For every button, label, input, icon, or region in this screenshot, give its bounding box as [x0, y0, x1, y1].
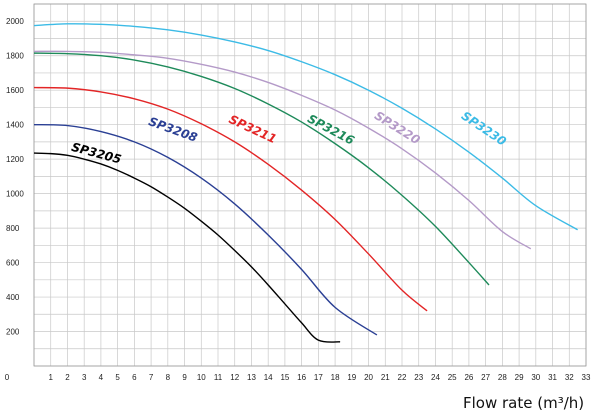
x-tick-label: 30: [531, 373, 540, 382]
x-tick-label: 1: [49, 373, 54, 382]
plot-area-border: [33, 3, 587, 367]
chart-grid: [33, 3, 587, 367]
y-tick-label: 400: [6, 293, 20, 302]
x-axis-label: Flow rate (m³/h): [463, 394, 584, 412]
x-tick-label: 33: [582, 373, 591, 382]
x-tick-label: 16: [297, 373, 306, 382]
series-line-sp3230: [33, 23, 578, 231]
y-tick-label: 1400: [6, 121, 24, 130]
x-tick-label: 12: [230, 373, 239, 382]
y-tick-label: 200: [6, 328, 20, 337]
x-tick-label: 3: [82, 373, 87, 382]
x-tick-label: 20: [364, 373, 373, 382]
x-tick-label: 10: [197, 373, 206, 382]
series-lines: [33, 23, 578, 343]
x-tick-label: 31: [548, 373, 557, 382]
series-line-sp3211: [33, 86, 428, 312]
y-tick-label: 2000: [6, 17, 24, 26]
x-tick-label: 18: [331, 373, 340, 382]
x-tick-label: 29: [515, 373, 524, 382]
y-tick-label: 1200: [6, 155, 24, 164]
y-tick-label: 1800: [6, 52, 24, 61]
x-tick-label: 19: [347, 373, 356, 382]
x-tick-label: 24: [431, 373, 440, 382]
x-tick-label: 22: [398, 373, 407, 382]
x-tick-label: 11: [214, 373, 223, 382]
x-axis-ticks: 0 1 2 3 4 5 6 7 8 9 10 11 12 13 14 15 16 17 18 19 20 21 22 23 24…: [5, 373, 591, 382]
y-tick-label: 1000: [6, 190, 24, 199]
x-tick-label: 0: [5, 373, 10, 382]
x-tick-label: 2: [65, 373, 70, 382]
y-tick-label: 600: [6, 259, 20, 268]
series-line-sp3220: [33, 50, 532, 250]
y-axis-ticks: 200 400 600 800 1000 1200 1400 1600 1800 2000: [6, 17, 24, 336]
series-line-sp3208: [33, 123, 378, 336]
x-tick-label: 13: [247, 373, 256, 382]
series-line-sp3205: [33, 152, 341, 343]
x-tick-label: 25: [448, 373, 457, 382]
y-tick-label: 800: [6, 224, 20, 233]
x-tick-label: 15: [280, 373, 289, 382]
x-tick-label: 21: [381, 373, 390, 382]
x-tick-label: 23: [414, 373, 423, 382]
x-tick-label: 27: [481, 373, 490, 382]
x-tick-label: 17: [314, 373, 323, 382]
x-tick-label: 32: [565, 373, 574, 382]
x-tick-label: 28: [498, 373, 507, 382]
x-tick-label: 4: [99, 373, 104, 382]
x-tick-label: 8: [166, 373, 171, 382]
x-tick-label: 5: [115, 373, 120, 382]
y-tick-label: 1600: [6, 86, 24, 95]
x-tick-label: 6: [132, 373, 137, 382]
x-tick-label: 14: [264, 373, 273, 382]
series-line-sp3216: [33, 52, 490, 286]
x-tick-label: 26: [464, 373, 473, 382]
x-tick-label: 7: [149, 373, 154, 382]
x-tick-label: 9: [182, 373, 187, 382]
